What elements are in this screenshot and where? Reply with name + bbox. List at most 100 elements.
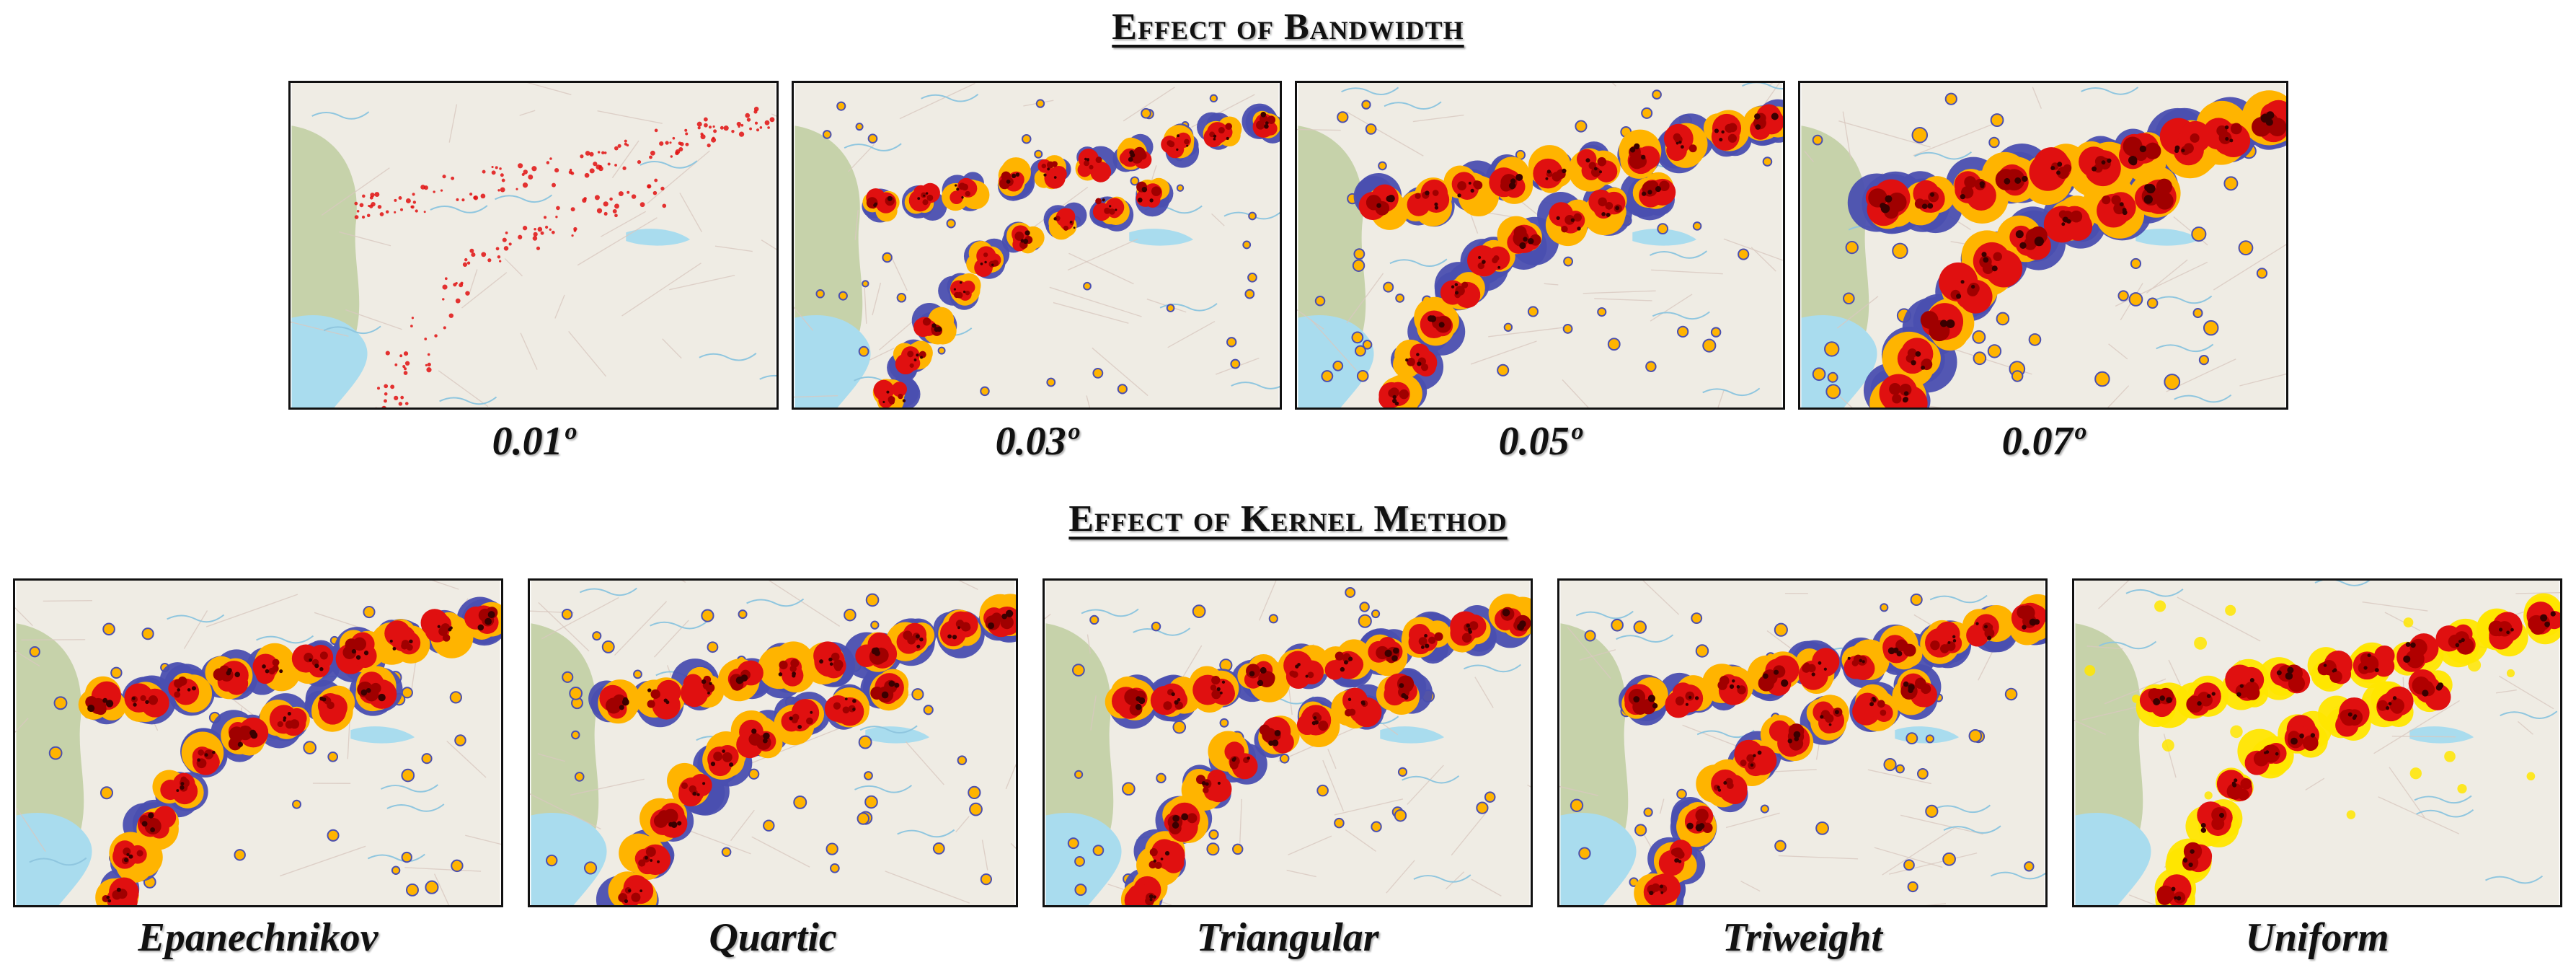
outlier-ring (1695, 644, 1709, 658)
hotspot-blob (1847, 656, 1851, 660)
hotspot-blob (751, 728, 757, 734)
hotspot-speck (552, 182, 557, 188)
road (1474, 677, 1494, 708)
hotspot-blob (1695, 809, 1709, 822)
hotspot-blob (1172, 821, 1179, 829)
hotspot-blob (1138, 697, 1146, 705)
hotspot-blob (1960, 194, 1965, 200)
hotspot-blob (1601, 212, 1606, 216)
outlier-ring (1476, 801, 1489, 814)
hotspot-blob (1956, 294, 1962, 299)
hotspot-speck (424, 338, 428, 340)
road (1445, 871, 1465, 890)
hotspot-blob (1642, 191, 1647, 196)
hotspot-blob (1141, 186, 1148, 193)
hotspot-speck (411, 317, 415, 320)
hotspot-blob (1519, 620, 1526, 627)
river (579, 587, 637, 596)
hotspot-blob (1556, 216, 1560, 221)
hotspot-blob (713, 752, 723, 762)
hotspot-speck (473, 195, 479, 201)
hotspot-blob (2229, 138, 2234, 143)
outlier-ring (2117, 290, 2129, 301)
hotspot-speck (354, 201, 358, 206)
hotspot-blob (705, 683, 715, 693)
hotspot-speck (593, 162, 598, 167)
road (1717, 389, 1725, 408)
road (2213, 244, 2286, 291)
hotspot-blob (645, 855, 648, 860)
hotspot-speck (612, 208, 617, 213)
hotspot-blob (621, 698, 629, 706)
outlier-ring (1378, 161, 1387, 171)
hotspot-speck (660, 186, 665, 191)
hotspot-blob (722, 752, 732, 762)
hotspot-blob (657, 860, 660, 863)
hotspot-blob (177, 677, 187, 686)
hotspot-blob (1818, 661, 1822, 665)
hotspot-blob (1927, 203, 1934, 209)
hotspot-speck (637, 160, 642, 164)
river (2500, 710, 2558, 719)
hotspot-speck (700, 134, 706, 140)
hotspot-speck (356, 210, 360, 213)
hotspot-blob (180, 776, 187, 783)
hotspot-blob (1903, 643, 1916, 657)
kernel-label-epanechnikov: Epanechnikov (138, 915, 379, 960)
outlier-ring (1074, 770, 1084, 779)
forest-region (1801, 125, 1869, 368)
road (537, 753, 566, 762)
road (1838, 120, 1931, 148)
outlier-ring (2028, 333, 2042, 346)
hotspot-blob (931, 323, 937, 328)
hotspot-blob (922, 317, 931, 326)
hotspot-blob (268, 667, 275, 675)
hotspot-blob (2367, 653, 2371, 658)
outlier-blob (2154, 600, 2166, 612)
hotspot-blob (624, 899, 629, 904)
hotspot-blob (1732, 679, 1735, 683)
river (1413, 874, 1471, 883)
hotspot-blob (709, 682, 712, 685)
hotspot-speck (749, 127, 753, 131)
hotspot-blob (954, 184, 957, 187)
outlier-ring (601, 640, 615, 653)
hotspot-blob (2363, 666, 2368, 670)
outlier-ring (1394, 809, 1407, 822)
hotspot-speck (614, 164, 617, 167)
outlier-ring (1345, 586, 1356, 598)
outlier-ring (1176, 184, 1185, 192)
hotspot-blob (1588, 162, 1596, 169)
hotspot-blob (145, 700, 149, 705)
hotspot-blob (1660, 884, 1664, 889)
road (1092, 347, 1148, 397)
hotspot-speck (404, 402, 409, 405)
hotspot-blob (1432, 190, 1439, 196)
road (662, 338, 682, 359)
outlier-ring (932, 842, 945, 855)
hotspot-blob (1750, 763, 1754, 767)
hotspot-speck (704, 123, 708, 128)
hotspot-blob (2249, 678, 2254, 683)
hotspot-blob (1399, 683, 1404, 688)
hotspot-speck (738, 131, 745, 137)
outlier-blob (2084, 665, 2096, 677)
hotspot-blob (2550, 611, 2556, 617)
hotspot-speck (497, 255, 501, 259)
outlier-ring (1092, 845, 1105, 856)
hotspot-layer (546, 593, 1016, 905)
hotspot-blob (956, 188, 960, 191)
road (1068, 252, 1134, 285)
outlier-ring (707, 641, 719, 653)
hotspot-blob (1727, 123, 1738, 133)
outlier-ring (1774, 622, 1788, 637)
hotspot-blob (2458, 639, 2462, 643)
hotspot-blob (1793, 731, 1801, 739)
hotspot-blob (647, 688, 652, 692)
road (1049, 286, 1142, 317)
hotspot-blob (707, 691, 710, 695)
hotspot-blob (1256, 120, 1265, 130)
hotspot-blob (1398, 686, 1409, 698)
hotspot-blob (187, 688, 191, 692)
hotspot-blob (1164, 851, 1170, 856)
